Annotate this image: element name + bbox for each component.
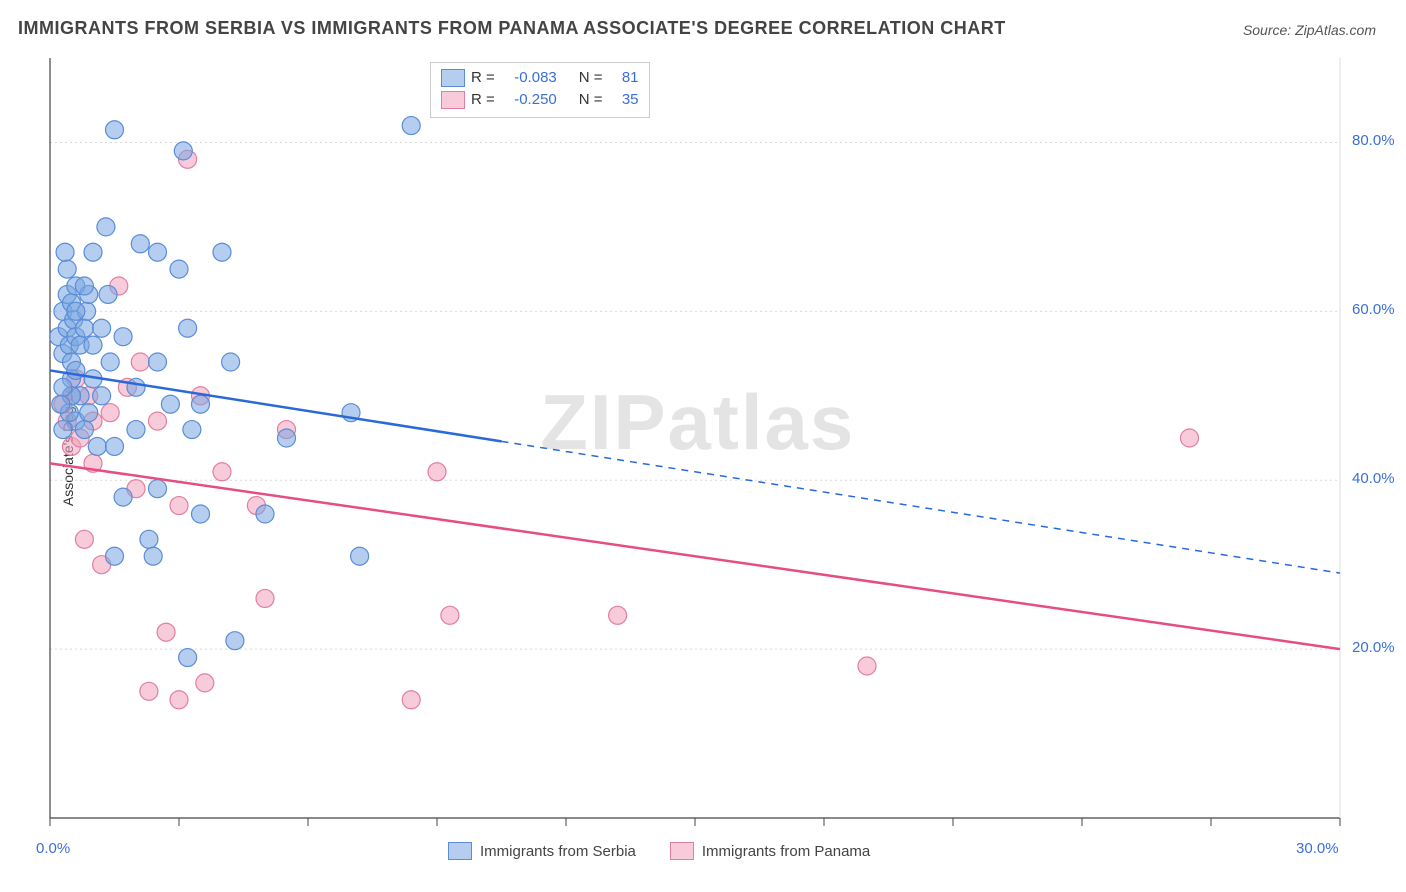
legend-row-panama: R = -0.250 N = 35	[441, 89, 639, 111]
chart-container: IMMIGRANTS FROM SERBIA VS IMMIGRANTS FRO…	[0, 0, 1406, 892]
legend-label-panama: Immigrants from Panama	[702, 843, 870, 860]
legend-n-label: N =	[579, 67, 603, 89]
legend-entry-serbia: Immigrants from Serbia	[448, 842, 636, 860]
legend-n-panama: 35	[609, 89, 639, 111]
series-legend: Immigrants from Serbia Immigrants from P…	[448, 842, 870, 860]
legend-n-serbia: 81	[609, 67, 639, 89]
legend-r-panama: -0.250	[501, 89, 557, 111]
swatch-panama	[441, 91, 465, 109]
legend-entry-panama: Immigrants from Panama	[670, 842, 870, 860]
legend-r-serbia: -0.083	[501, 67, 557, 89]
legend-label-serbia: Immigrants from Serbia	[480, 843, 636, 860]
y-tick-label: 60.0%	[1352, 301, 1395, 318]
y-tick-label: 40.0%	[1352, 470, 1395, 487]
y-tick-label: 20.0%	[1352, 639, 1395, 656]
scatter-plot-svg	[0, 0, 1406, 892]
swatch-serbia	[448, 842, 472, 860]
y-tick-label: 80.0%	[1352, 132, 1395, 149]
legend-r-label: R =	[471, 89, 495, 111]
swatch-panama	[670, 842, 694, 860]
x-tick-label: 0.0%	[36, 840, 70, 857]
correlation-legend: R = -0.083 N = 81 R = -0.250 N = 35	[430, 62, 650, 118]
x-tick-label: 30.0%	[1296, 840, 1339, 857]
legend-row-serbia: R = -0.083 N = 81	[441, 67, 639, 89]
legend-r-label: R =	[471, 67, 495, 89]
legend-n-label: N =	[579, 89, 603, 111]
swatch-serbia	[441, 69, 465, 87]
